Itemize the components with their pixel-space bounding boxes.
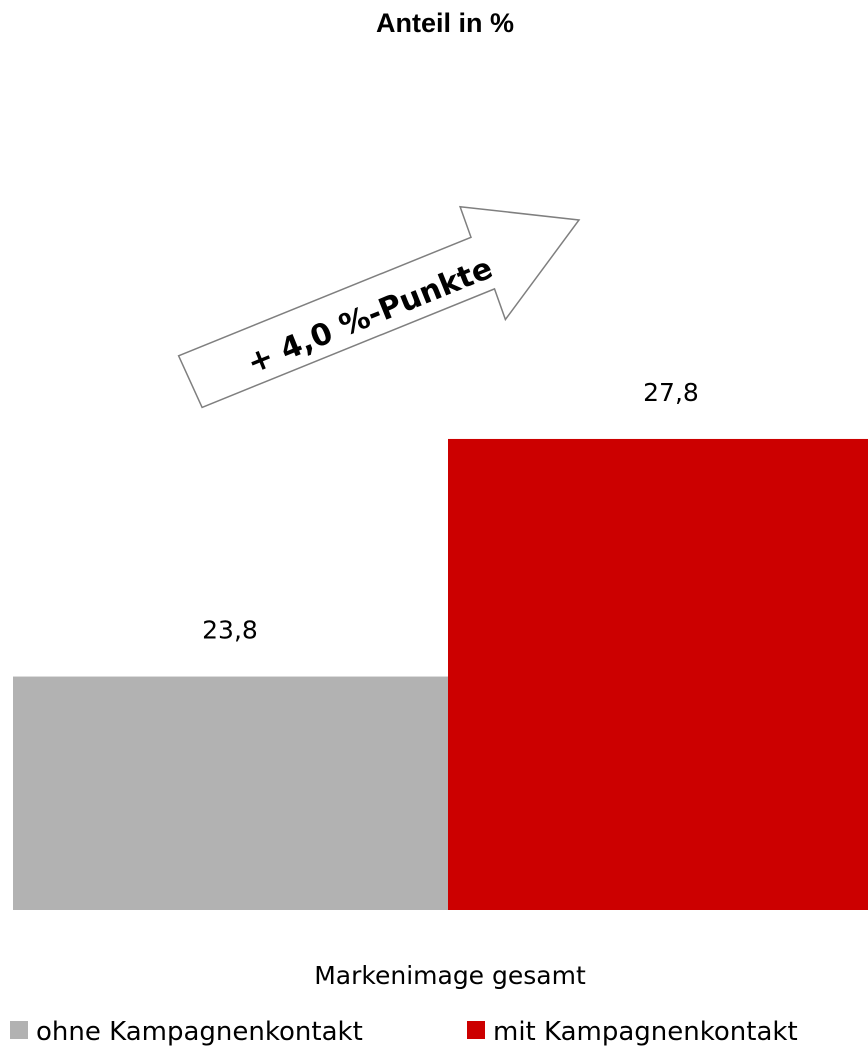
category-label: Markenimage gesamt [314,961,586,990]
chart-title: Anteil in % [376,8,514,38]
difference-annotation: + 4,0 %-Punkte [177,205,581,409]
legend-swatch-ohne [10,1021,28,1039]
value-label-ohne: 23,8 [202,616,258,645]
legend-label-ohne: ohne Kampagnenkontakt [36,1017,363,1047]
value-label-mit: 27,8 [643,378,699,407]
legend: ohne Kampagnenkontakt mit Kampagnenkonta… [10,1017,798,1047]
bar-mit-kampagnenkontakt [448,438,868,910]
legend-label-mit: mit Kampagnenkontakt [493,1017,798,1047]
bars [13,438,868,910]
bar-ohne-kampagnenkontakt [13,676,448,910]
value-labels: 23,8 27,8 [202,378,699,645]
legend-swatch-mit [467,1021,485,1039]
annotation-arrow [177,205,581,409]
